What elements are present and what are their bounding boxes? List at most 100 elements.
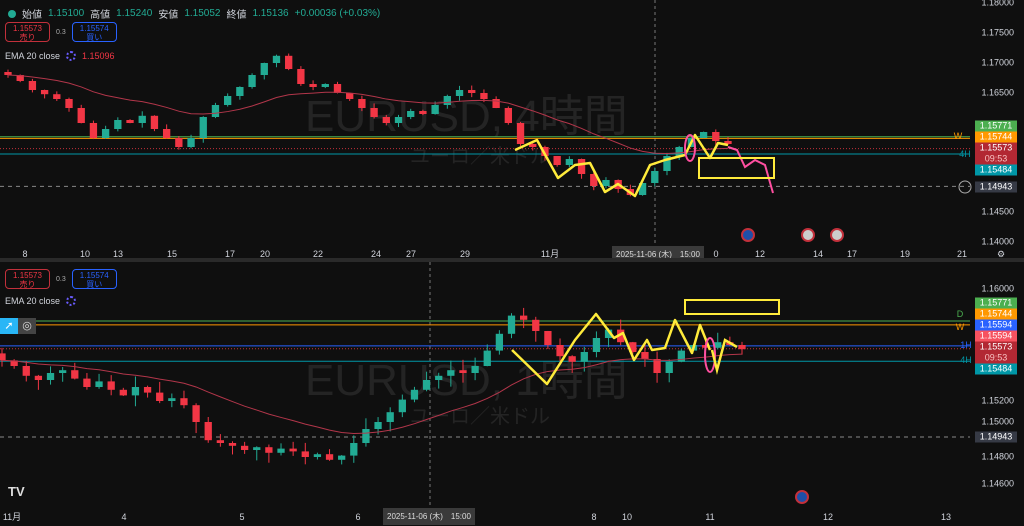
price-tag: 1.15573 [975,142,1017,154]
candle [714,342,722,348]
candle [459,370,467,373]
y-tick-label: 1.14500 [981,206,1014,217]
candle [277,448,285,453]
watermark-subtitle: ユーロ／米ドル [410,406,550,428]
level-label-1h: 1H [960,340,972,350]
candle [471,366,479,373]
price-tag: 1.14943 [975,431,1017,443]
candle [541,147,549,156]
candle [175,138,183,147]
candle [443,96,451,105]
candle [738,345,746,350]
level-label-w: W [955,322,965,332]
candle [641,352,649,359]
candle [162,129,171,138]
ema-line [7,74,729,155]
eu-event-icon [795,490,809,504]
candle [516,123,525,144]
y-tick-label: 1.14000 [981,236,1014,247]
candle [95,381,103,387]
ema-legend[interactable]: EMA 20 close [5,296,77,306]
candle [556,345,564,357]
candle [28,81,37,90]
ema-value: 1.15096 [82,51,115,61]
crosshair-time-label: 2025-11-06 (木) 15:00 [383,508,475,525]
price-tag: 1.15594 [975,319,1017,331]
open-value: 1.15100 [48,8,85,19]
annotation-pink-forecast [727,146,774,194]
candle [65,99,73,108]
us-event-icon [801,228,815,242]
candle [422,380,431,390]
candle [46,373,55,380]
x-tick-label: 5 [239,512,245,522]
price-tag: 1.15771 [975,297,1017,309]
buy-button[interactable]: 1.15574 買い [71,22,117,42]
candle [520,315,528,320]
pane-separator[interactable] [0,258,1024,262]
buy-button[interactable]: 1.15574 買い [71,269,117,289]
candle [358,99,366,108]
level-label-4h: 4H [959,149,971,159]
market-status-icon [8,9,16,18]
close-value: 1.15136 [252,8,289,19]
cursor-select-icon[interactable]: ◎ [18,318,36,334]
ohlc-legend: 始値 1.15100 高値 1.15240 安値 1.15052 終値 1.15136 … [8,6,380,21]
loading-icon [66,51,77,61]
y-tick-label: 1.18000 [981,0,1014,8]
x-tick-label: 17 [846,249,858,259]
chart-pane-1h[interactable]: EURUSD, 1時間 ユーロ／米ドル 1.15573 売り 0.3 1.1557… [0,262,1024,526]
candle [297,69,305,84]
price-tag: 1.15594 [975,330,1017,342]
y-tick-label: 1.17500 [981,27,1014,38]
candle [529,144,537,147]
candle [265,447,273,453]
sell-button[interactable]: 1.15573 売り [5,22,50,42]
high-label: 高値 [90,10,111,21]
spread: 0.3 [56,275,66,283]
candle [168,398,176,401]
candle [131,387,140,396]
level-label-w: W [953,131,963,141]
ema-line [1,353,743,435]
candle [651,171,659,183]
candle [468,90,476,93]
price-chart-4h[interactable] [0,0,1024,258]
settings-icon[interactable]: ⚙ [996,249,1006,259]
x-tick-label: 0 [713,249,719,259]
y-tick-label: 1.16000 [981,283,1014,294]
candle [398,399,406,413]
price-tag: 1.15744 [975,131,1017,143]
candle [577,159,586,174]
candle [677,350,685,362]
candle [16,75,24,81]
candle [285,55,293,69]
candle [40,90,49,95]
drawing-tools: ➚ ◎ [0,318,36,334]
candle [301,451,309,457]
x-tick-label: 20 [259,249,271,259]
trade-panel: 1.15573 売り 0.3 1.15574 買い [5,269,117,289]
x-tick-label: 22 [312,249,324,259]
candle [236,87,244,96]
eu-event-icon [741,228,755,242]
candle [455,90,464,96]
candle [333,84,342,93]
candle [483,350,491,366]
candle [407,111,415,117]
cursor-arrow-icon[interactable]: ➚ [0,318,18,334]
annotation-yellow-zigzag [511,312,712,386]
candle [604,329,613,338]
chart-pane-4h[interactable]: EURUSD, 4時間 ユーロ／米ドル 始値 1.15100 高値 1.15240 … [0,0,1024,263]
ema-legend[interactable]: EMA 20 close 1.15096 [5,51,115,61]
price-chart-1h[interactable] [0,262,1024,526]
candle [4,72,12,75]
candle [126,120,134,123]
candle [10,360,18,366]
annotation-pink-ellipse [684,134,696,162]
low-value: 1.15052 [184,8,221,19]
sell-button[interactable]: 1.15573 売り [5,269,50,289]
candle [143,387,152,393]
candle [374,422,382,429]
x-tick-label: 10 [621,512,633,522]
